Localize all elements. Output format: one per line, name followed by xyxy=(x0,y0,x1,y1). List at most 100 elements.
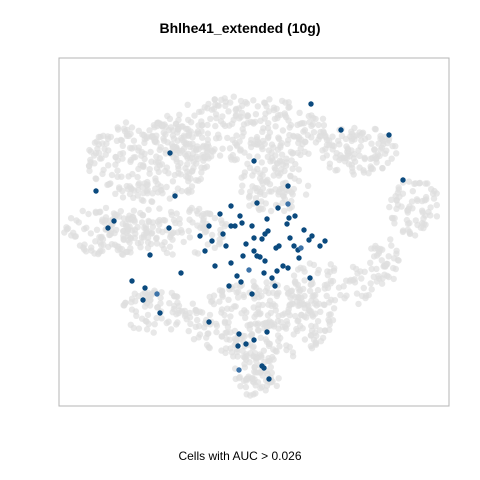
high-auc-cell-point xyxy=(269,275,275,281)
high-auc-cell-point xyxy=(262,258,268,264)
high-auc-cell-point xyxy=(234,273,240,279)
background-cell-point xyxy=(221,318,229,325)
background-cell-point xyxy=(156,162,163,169)
background-cell-point xyxy=(157,122,165,129)
background-cell-point xyxy=(346,153,353,160)
background-cell-point xyxy=(170,229,177,236)
background-cell-point xyxy=(156,205,163,212)
background-cell-point xyxy=(212,320,220,327)
background-cell-point xyxy=(119,220,126,228)
background-cell-point xyxy=(292,293,299,301)
background-cell-point xyxy=(143,326,151,333)
background-cell-point xyxy=(108,171,116,179)
background-cell-point xyxy=(139,131,146,138)
background-cell-point xyxy=(153,240,161,247)
background-cell-point xyxy=(184,101,191,109)
background-cell-point xyxy=(119,142,127,149)
background-cell-point xyxy=(120,236,128,244)
background-cell-point xyxy=(258,354,265,361)
background-cell-point xyxy=(314,318,322,325)
background-cell-point xyxy=(130,137,138,144)
background-cell-point xyxy=(265,301,272,308)
background-cell-point xyxy=(215,102,222,109)
high-auc-cell-point xyxy=(243,241,249,247)
background-cell-point xyxy=(169,127,177,134)
background-cell-point xyxy=(251,368,258,375)
background-cell-point xyxy=(409,188,416,195)
background-cell-point xyxy=(326,299,333,306)
background-cell-point xyxy=(358,275,365,282)
background-cell-point xyxy=(175,309,182,317)
background-cell-point xyxy=(268,141,276,148)
background-cell-point xyxy=(169,178,177,185)
background-cell-point xyxy=(282,325,290,332)
high-auc-cell-point xyxy=(285,183,291,189)
background-cell-point xyxy=(88,247,95,254)
high-auc-cell-point xyxy=(157,310,163,316)
background-cell-point xyxy=(346,278,353,285)
background-cell-point xyxy=(381,271,388,278)
background-cell-point xyxy=(98,155,105,162)
background-cell-point xyxy=(194,143,201,150)
background-cell-point xyxy=(259,301,266,309)
background-cell-point xyxy=(252,195,260,202)
background-cell-point xyxy=(275,135,283,143)
high-auc-cell-point xyxy=(275,205,281,211)
background-cell-point xyxy=(152,185,159,192)
background-cell-point xyxy=(226,145,234,152)
background-cell-point xyxy=(257,205,265,212)
background-cell-point xyxy=(320,301,327,308)
background-cell-point xyxy=(100,132,107,139)
high-auc-cells-layer xyxy=(93,101,406,382)
background-cell-point xyxy=(289,353,297,360)
background-cell-point xyxy=(330,142,338,150)
background-cell-point xyxy=(112,154,119,161)
background-cell-point xyxy=(117,208,125,215)
background-cell-point xyxy=(198,169,205,176)
background-cell-point xyxy=(314,286,322,294)
high-auc-cell-point xyxy=(232,223,238,229)
background-cell-point xyxy=(185,327,192,335)
background-cell-point xyxy=(230,116,237,124)
background-cell-point xyxy=(413,196,421,203)
background-cell-point xyxy=(178,123,185,130)
high-auc-cell-point xyxy=(322,238,328,244)
high-auc-cell-point xyxy=(249,223,255,229)
background-cell-point xyxy=(195,108,203,116)
high-auc-cell-point xyxy=(266,376,272,382)
background-cell-point xyxy=(326,311,333,318)
high-auc-cell-point xyxy=(236,331,242,337)
background-cell-point xyxy=(218,306,226,313)
background-cell-point xyxy=(131,218,138,225)
background-cell-point xyxy=(304,132,312,139)
background-cell-point xyxy=(138,219,146,226)
background-cell-point xyxy=(374,151,381,158)
background-cell-point xyxy=(127,235,135,242)
background-cell-point xyxy=(185,178,192,185)
background-cell-point xyxy=(285,289,292,297)
background-cell-point xyxy=(132,154,139,161)
background-cell-point xyxy=(145,206,152,213)
background-cell-point xyxy=(370,253,378,260)
background-cell-point xyxy=(185,116,192,124)
high-auc-cell-point xyxy=(272,283,278,289)
background-cell-point xyxy=(227,329,234,336)
background-cell-point xyxy=(266,188,273,195)
background-cell-point xyxy=(211,96,218,103)
background-cell-point xyxy=(349,263,357,271)
background-cell-point xyxy=(334,166,341,174)
background-cell-point xyxy=(176,215,183,223)
high-auc-cell-point xyxy=(235,343,241,349)
background-cell-point xyxy=(153,153,160,160)
background-cell-point xyxy=(367,259,374,266)
background-cell-point xyxy=(250,304,257,311)
background-cell-point xyxy=(199,219,206,227)
background-cell-point xyxy=(308,322,315,330)
background-cell-point xyxy=(135,144,142,151)
background-cell-point xyxy=(251,350,259,357)
background-cell-point xyxy=(326,326,333,333)
background-cell-point xyxy=(67,215,75,222)
background-cell-point xyxy=(277,144,284,151)
background-cell-point xyxy=(230,93,237,100)
background-cell-point xyxy=(241,364,249,371)
